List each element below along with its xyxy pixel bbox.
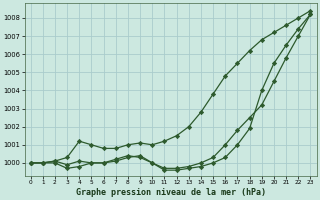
X-axis label: Graphe pression niveau de la mer (hPa): Graphe pression niveau de la mer (hPa) [76, 188, 266, 197]
